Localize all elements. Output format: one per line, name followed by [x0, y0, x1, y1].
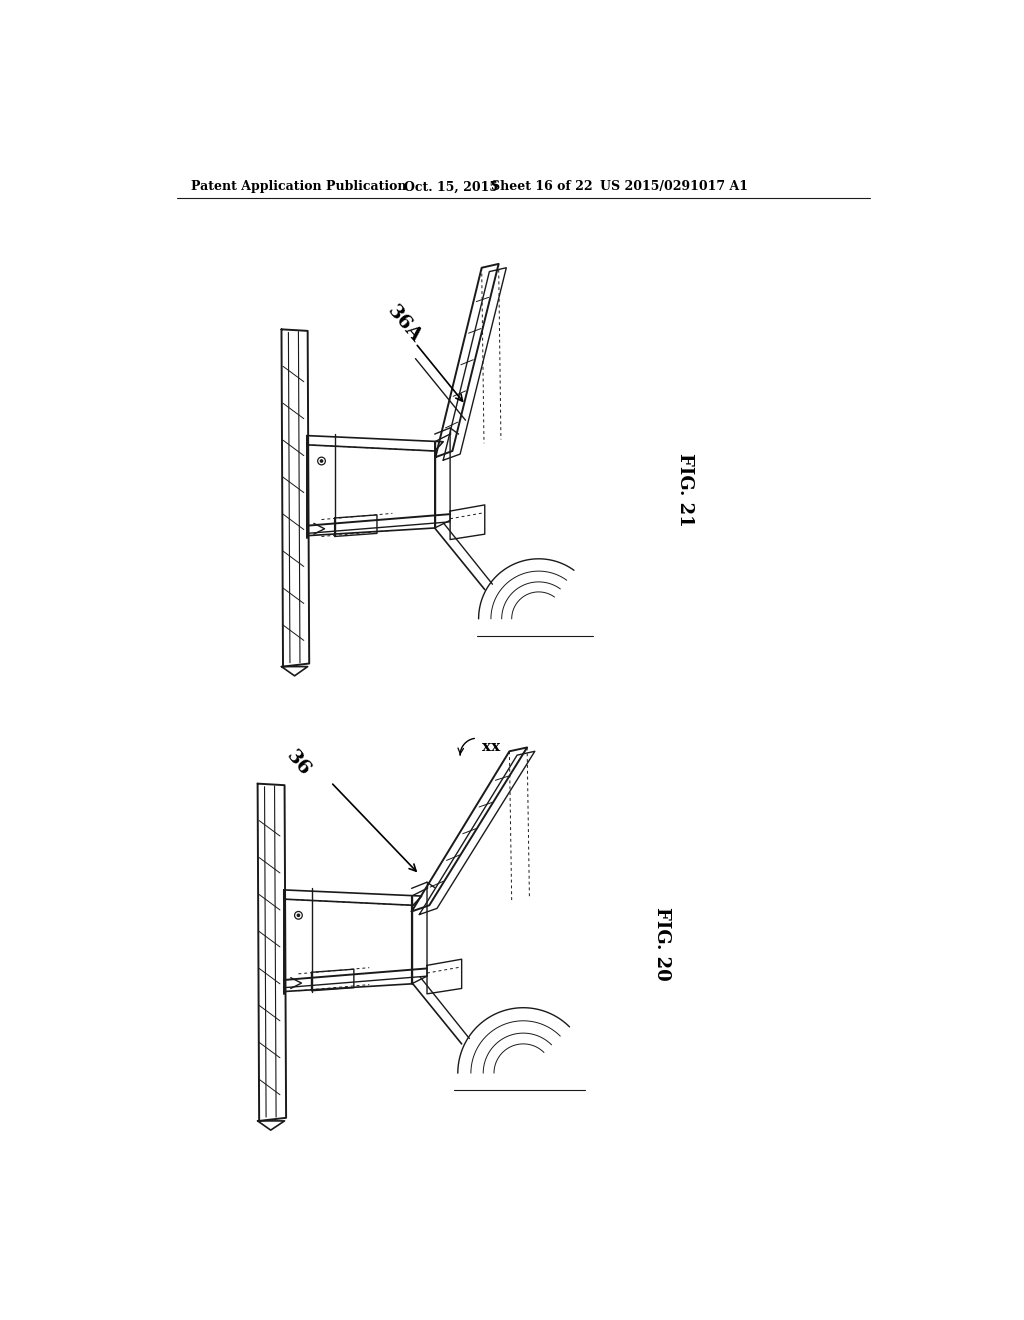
Text: FIG. 21: FIG. 21	[676, 453, 694, 527]
Text: xx: xx	[482, 741, 500, 755]
Text: Oct. 15, 2015: Oct. 15, 2015	[403, 181, 498, 194]
Text: US 2015/0291017 A1: US 2015/0291017 A1	[600, 181, 749, 194]
Text: Sheet 16 of 22: Sheet 16 of 22	[490, 181, 593, 194]
Text: Patent Application Publication: Patent Application Publication	[190, 181, 407, 194]
Text: 36: 36	[283, 747, 314, 779]
Text: FIG. 20: FIG. 20	[653, 907, 671, 981]
Circle shape	[321, 459, 323, 462]
Text: 36A: 36A	[383, 302, 424, 346]
Circle shape	[297, 915, 300, 916]
